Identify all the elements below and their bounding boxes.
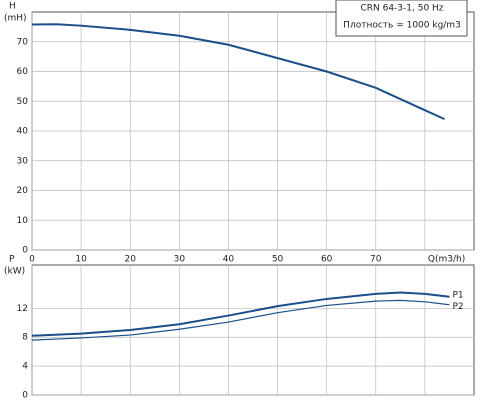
y-axis-label: H — [9, 2, 16, 12]
y-tick-label: 4 — [22, 362, 28, 372]
x-tick-label: Q(m3/h) — [428, 255, 465, 265]
y-tick-label: 30 — [17, 156, 29, 166]
legend-box — [335, 0, 468, 37]
y-axis-label: (kW) — [4, 267, 25, 277]
curve — [31, 23, 445, 121]
y-tick-label: 0 — [22, 246, 28, 256]
legend-title: CRN 64-3-1, 50 Hz — [360, 4, 443, 14]
curve — [31, 299, 450, 341]
curve — [31, 291, 450, 337]
x-tick-label: 70 — [370, 255, 382, 265]
series-label: P1 — [452, 290, 463, 300]
legend-subtitle: Плотность = 1000 kg/m3 — [343, 21, 461, 31]
y-tick-label: 20 — [17, 186, 29, 196]
y-axis-label: (mH) — [4, 14, 27, 24]
y-tick-label: 8 — [22, 333, 28, 343]
y-tick-label: 70 — [17, 37, 29, 47]
x-tick-label: 40 — [223, 255, 235, 265]
plot-area — [31, 264, 475, 396]
x-tick-label: 10 — [75, 255, 87, 265]
y-tick-label: 40 — [17, 127, 29, 137]
x-tick-label: 50 — [272, 255, 284, 265]
y-tick-label: 10 — [17, 216, 29, 226]
x-tick-label: 30 — [174, 255, 186, 265]
y-tick-label: 50 — [17, 97, 29, 107]
y-tick-label: 60 — [17, 67, 29, 77]
x-tick-label: 20 — [124, 255, 136, 265]
y-tick-label: 12 — [17, 304, 28, 314]
y-tick-label: 0 — [22, 391, 28, 401]
series-label: P2 — [452, 302, 463, 312]
x-tick-label: 0 — [29, 255, 35, 265]
y-axis-label: P — [9, 255, 15, 265]
x-tick-label: 60 — [321, 255, 333, 265]
